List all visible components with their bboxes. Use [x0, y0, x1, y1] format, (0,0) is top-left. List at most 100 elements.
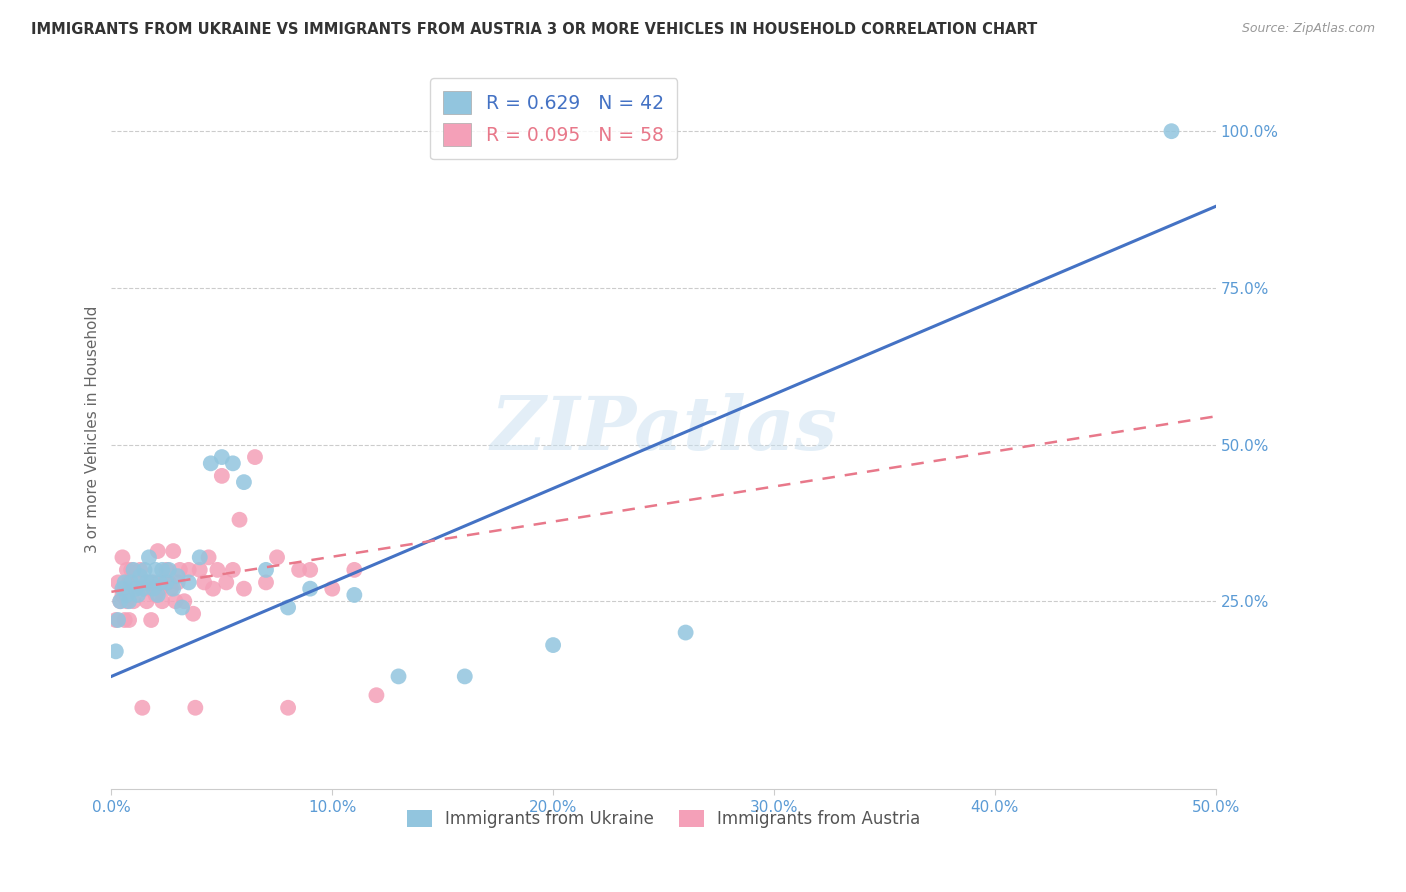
Point — [114, 613, 136, 627]
Point — [197, 550, 219, 565]
Point — [141, 575, 163, 590]
Point — [111, 588, 134, 602]
Point — [188, 563, 211, 577]
Point — [254, 563, 277, 577]
Point — [150, 594, 173, 608]
Point — [111, 582, 134, 596]
Point — [188, 550, 211, 565]
Point — [184, 700, 207, 714]
Point — [135, 575, 157, 590]
Point — [142, 582, 165, 596]
Point — [120, 563, 142, 577]
Point — [243, 450, 266, 464]
Legend: Immigrants from Ukraine, Immigrants from Austria: Immigrants from Ukraine, Immigrants from… — [399, 804, 927, 835]
Point — [122, 563, 145, 577]
Point — [387, 669, 409, 683]
Point — [232, 475, 254, 490]
Point — [135, 594, 157, 608]
Point — [177, 563, 200, 577]
Text: ZIPatlas: ZIPatlas — [491, 392, 837, 465]
Point — [288, 563, 311, 577]
Point — [141, 613, 163, 627]
Point — [454, 669, 477, 683]
Point — [118, 613, 141, 627]
Point — [131, 700, 153, 714]
Point — [118, 575, 141, 590]
Point — [160, 582, 183, 596]
Point — [104, 613, 127, 627]
Y-axis label: 3 or more Vehicles in Household: 3 or more Vehicles in Household — [86, 305, 100, 552]
Point — [166, 569, 188, 583]
Text: IMMIGRANTS FROM UKRAINE VS IMMIGRANTS FROM AUSTRIA 3 OR MORE VEHICLES IN HOUSEHO: IMMIGRANTS FROM UKRAINE VS IMMIGRANTS FR… — [31, 22, 1038, 37]
Point — [150, 563, 173, 577]
Text: Source: ZipAtlas.com: Source: ZipAtlas.com — [1241, 22, 1375, 36]
Point — [1160, 124, 1182, 138]
Point — [110, 594, 132, 608]
Point — [120, 582, 142, 596]
Point — [125, 582, 148, 596]
Point — [228, 513, 250, 527]
Point — [115, 594, 138, 608]
Point — [118, 594, 141, 608]
Point — [157, 575, 180, 590]
Point — [145, 588, 167, 602]
Point — [125, 582, 148, 596]
Point — [115, 563, 138, 577]
Point — [299, 582, 322, 596]
Point — [111, 550, 134, 565]
Point — [156, 563, 179, 577]
Point — [120, 575, 142, 590]
Point — [166, 575, 188, 590]
Point — [200, 456, 222, 470]
Point — [321, 582, 343, 596]
Point — [107, 575, 129, 590]
Point — [277, 600, 299, 615]
Point — [156, 575, 179, 590]
Point — [107, 613, 129, 627]
Point — [138, 550, 160, 565]
Point — [222, 456, 245, 470]
Point — [181, 607, 204, 621]
Point — [157, 563, 180, 577]
Point — [146, 588, 169, 602]
Point — [104, 644, 127, 658]
Point — [173, 594, 195, 608]
Point — [110, 594, 132, 608]
Point — [127, 575, 149, 590]
Point — [114, 582, 136, 596]
Point — [211, 468, 233, 483]
Point — [277, 700, 299, 714]
Point — [131, 582, 153, 596]
Point — [114, 575, 136, 590]
Point — [232, 582, 254, 596]
Point — [343, 588, 366, 602]
Point — [134, 582, 156, 596]
Point — [149, 582, 172, 596]
Point — [211, 450, 233, 464]
Point — [172, 600, 194, 615]
Point — [122, 594, 145, 608]
Point — [215, 575, 238, 590]
Point — [134, 563, 156, 577]
Point — [115, 588, 138, 602]
Point — [201, 582, 224, 596]
Point — [162, 544, 184, 558]
Point — [138, 575, 160, 590]
Point — [127, 588, 149, 602]
Point — [222, 563, 245, 577]
Point — [266, 550, 288, 565]
Point — [165, 594, 187, 608]
Point — [254, 575, 277, 590]
Point — [343, 563, 366, 577]
Point — [149, 575, 172, 590]
Point — [299, 563, 322, 577]
Point — [207, 563, 229, 577]
Point — [129, 563, 152, 577]
Point — [169, 563, 191, 577]
Point — [162, 582, 184, 596]
Point — [153, 575, 176, 590]
Point — [541, 638, 564, 652]
Point — [177, 575, 200, 590]
Point — [675, 625, 697, 640]
Point — [366, 688, 388, 702]
